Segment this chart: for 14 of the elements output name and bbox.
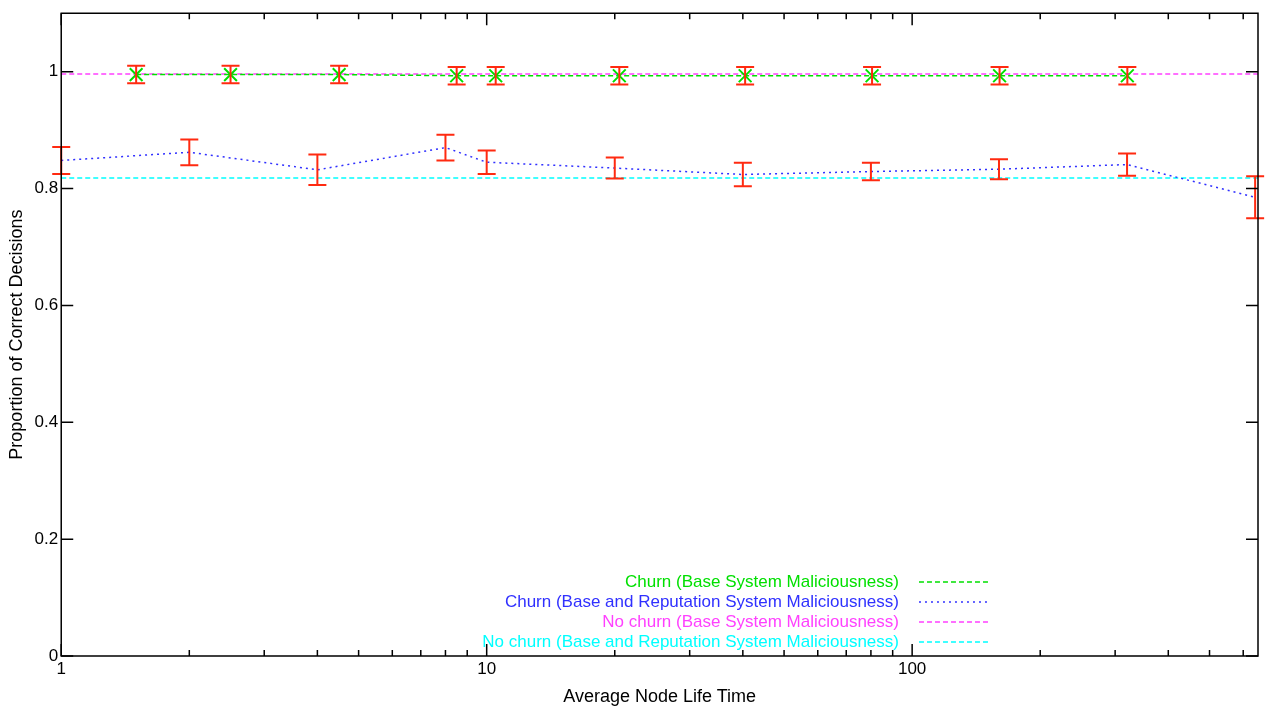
- y-axis-title: Proportion of Correct Decisions: [5, 209, 26, 460]
- legend-label: No churn (Base and Reputation System Maliciousness): [482, 631, 899, 651]
- y-tick-label: 1: [48, 61, 59, 81]
- y-tick-label: 0: [48, 645, 59, 665]
- y-tick-label: 0.2: [34, 528, 59, 548]
- legend-label: Churn (Base and Reputation System Maliciousness): [504, 591, 899, 611]
- x-tick-label: 10: [477, 658, 497, 678]
- y-tick-label: 0.6: [34, 295, 59, 315]
- x-axis-title: Average Node Life Time: [563, 686, 757, 707]
- y-tick-label: 0.8: [34, 178, 59, 198]
- legend-label: Churn (Base System Maliciousness): [624, 571, 899, 591]
- x-tick-label: 100: [897, 658, 927, 678]
- y-tick-label: 0.4: [34, 411, 59, 431]
- legend-label: No churn (Base System Maliciousness): [602, 611, 899, 631]
